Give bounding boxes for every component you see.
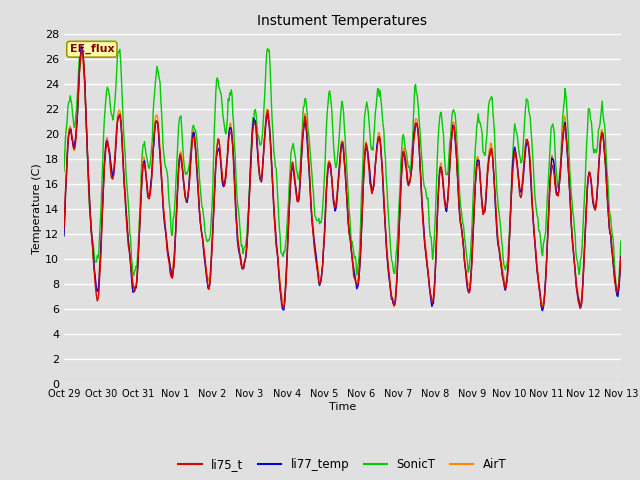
- SonicT: [428, 234, 435, 240]
- Legend: li75_t, li77_temp, SonicT, AirT: li75_t, li77_temp, SonicT, AirT: [173, 454, 511, 476]
- li75_t: [428, 293, 435, 299]
- AirT: [70, 148, 78, 154]
- li75_t: [78, 46, 86, 52]
- li77_temp: [539, 308, 547, 313]
- X-axis label: Time: Time: [329, 402, 356, 412]
- AirT: [78, 50, 86, 56]
- li77_temp: [185, 186, 193, 192]
- li77_temp: [60, 233, 68, 239]
- li75_t: [70, 146, 78, 152]
- AirT: [390, 302, 397, 308]
- AirT: [412, 116, 419, 122]
- Line: li77_temp: li77_temp: [64, 46, 621, 311]
- SonicT: [614, 294, 621, 300]
- li77_temp: [128, 284, 136, 289]
- SonicT: [184, 168, 192, 174]
- li75_t: [617, 254, 625, 260]
- AirT: [214, 140, 222, 145]
- Text: EE_flux: EE_flux: [70, 44, 114, 54]
- AirT: [428, 298, 436, 303]
- Line: AirT: AirT: [64, 53, 621, 305]
- SonicT: [127, 253, 135, 259]
- SonicT: [617, 239, 625, 244]
- li77_temp: [428, 298, 435, 304]
- li77_temp: [214, 147, 222, 153]
- li75_t: [128, 276, 136, 282]
- Y-axis label: Temperature (C): Temperature (C): [32, 163, 42, 254]
- SonicT: [60, 168, 68, 174]
- AirT: [60, 227, 68, 232]
- Line: li75_t: li75_t: [64, 49, 621, 308]
- SonicT: [214, 75, 221, 81]
- Line: SonicT: SonicT: [64, 48, 621, 297]
- li77_temp: [70, 144, 78, 150]
- SonicT: [264, 46, 271, 51]
- SonicT: [70, 124, 78, 130]
- li75_t: [214, 136, 222, 142]
- AirT: [185, 185, 193, 191]
- Title: Instument Temperatures: Instument Temperatures: [257, 14, 428, 28]
- li75_t: [411, 130, 419, 136]
- AirT: [617, 254, 625, 260]
- li77_temp: [617, 254, 625, 260]
- li77_temp: [411, 124, 419, 130]
- li77_temp: [78, 43, 86, 49]
- li75_t: [577, 305, 584, 311]
- SonicT: [411, 83, 419, 89]
- AirT: [128, 273, 136, 279]
- li75_t: [60, 226, 68, 232]
- li75_t: [185, 187, 193, 193]
